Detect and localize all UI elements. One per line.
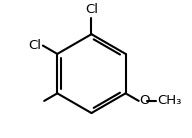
Text: Cl: Cl — [28, 39, 41, 52]
Text: CH₃: CH₃ — [157, 94, 182, 107]
Text: O: O — [139, 94, 150, 107]
Text: Cl: Cl — [85, 3, 98, 16]
